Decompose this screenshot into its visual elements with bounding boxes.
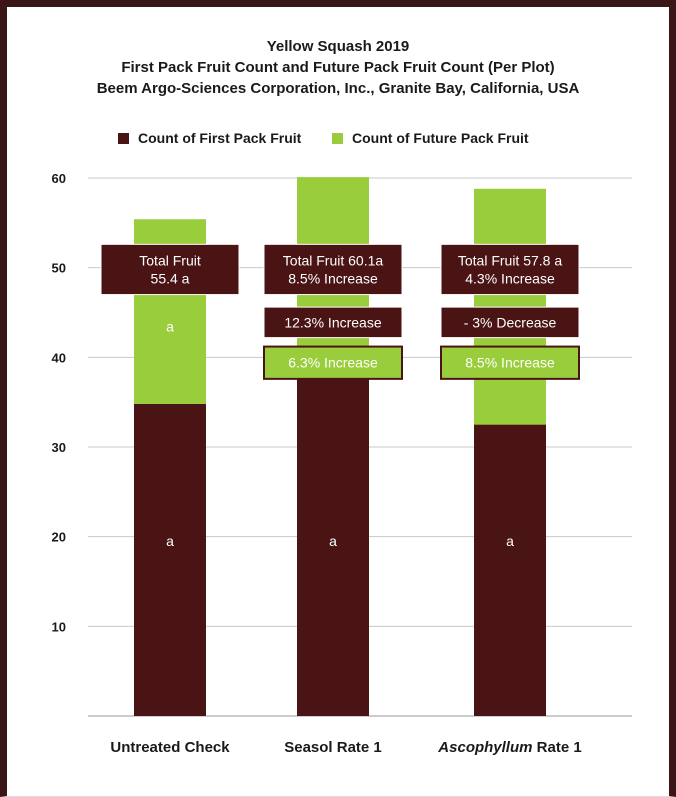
annotation-text-6-0: 8.5% Increase (465, 355, 555, 371)
annotation-text-1-0: Total Fruit 60.1a (283, 252, 384, 268)
annotation-text-4-0: Total Fruit 57.8 a (458, 252, 562, 268)
y-tick-label-20: 20 (52, 530, 66, 545)
bar-label-future-pack-0: a (166, 318, 174, 334)
legend-swatch-first-pack (118, 132, 129, 144)
annotation-text-5-0: - 3% Decrease (464, 314, 557, 330)
annotation-text-3-0: 6.3% Increase (288, 355, 378, 371)
annotation-box-5 (440, 306, 580, 339)
legend-item-future-pack: Count of Future Pack Fruit (332, 128, 529, 148)
y-tick-label-10: 10 (52, 619, 66, 634)
legend-label-future-pack: Count of Future Pack Fruit (352, 130, 529, 146)
annotation-text-0-0: Total Fruit (139, 252, 201, 268)
annotation-text-0-1: 55.4 a (151, 270, 190, 286)
annotation-box-1 (263, 243, 403, 296)
legend-swatch-future-pack (332, 132, 343, 144)
legend-label-first-pack: Count of First Pack Fruit (138, 130, 302, 146)
annotation-box-3 (263, 345, 403, 380)
legend-item-first-pack: Count of First Pack Fruit (118, 128, 301, 148)
bar-first-pack-2 (474, 424, 546, 716)
y-tick-label-60: 60 (52, 171, 66, 186)
annotation-text-2-0: 12.3% Increase (284, 314, 381, 330)
annotation-box-4 (440, 243, 580, 296)
annotation-box-2 (263, 306, 403, 339)
annotation-text-1-1: 8.5% Increase (288, 270, 378, 286)
y-tick-label-40: 40 (52, 350, 66, 365)
bar-first-pack-0 (134, 403, 206, 716)
chart-title: Yellow Squash 2019 (266, 38, 410, 55)
bar-first-pack-1 (297, 375, 369, 716)
annotation-text-4-1: 4.3% Increase (465, 270, 555, 286)
y-tick-label-50: 50 (52, 261, 66, 276)
annotation-box-0 (100, 243, 240, 296)
bar-label-first-pack-2: a (506, 533, 514, 549)
x-category-label-1: Seasol Rate 1 (284, 739, 382, 756)
x-category-label-0: Untreated Check (110, 739, 230, 756)
chart-subtitle: First Pack Fruit Count and Future Pack F… (121, 59, 555, 76)
y-tick-label-30: 30 (52, 440, 66, 455)
bar-label-first-pack-0: a (166, 533, 174, 549)
chart-source: Beem Argo-Sciences Corporation, Inc., Gr… (96, 80, 580, 97)
bar-label-first-pack-1: a (329, 533, 337, 549)
x-category-label-2: Ascophyllum Rate 1 (437, 739, 581, 756)
annotation-box-6 (440, 345, 580, 380)
